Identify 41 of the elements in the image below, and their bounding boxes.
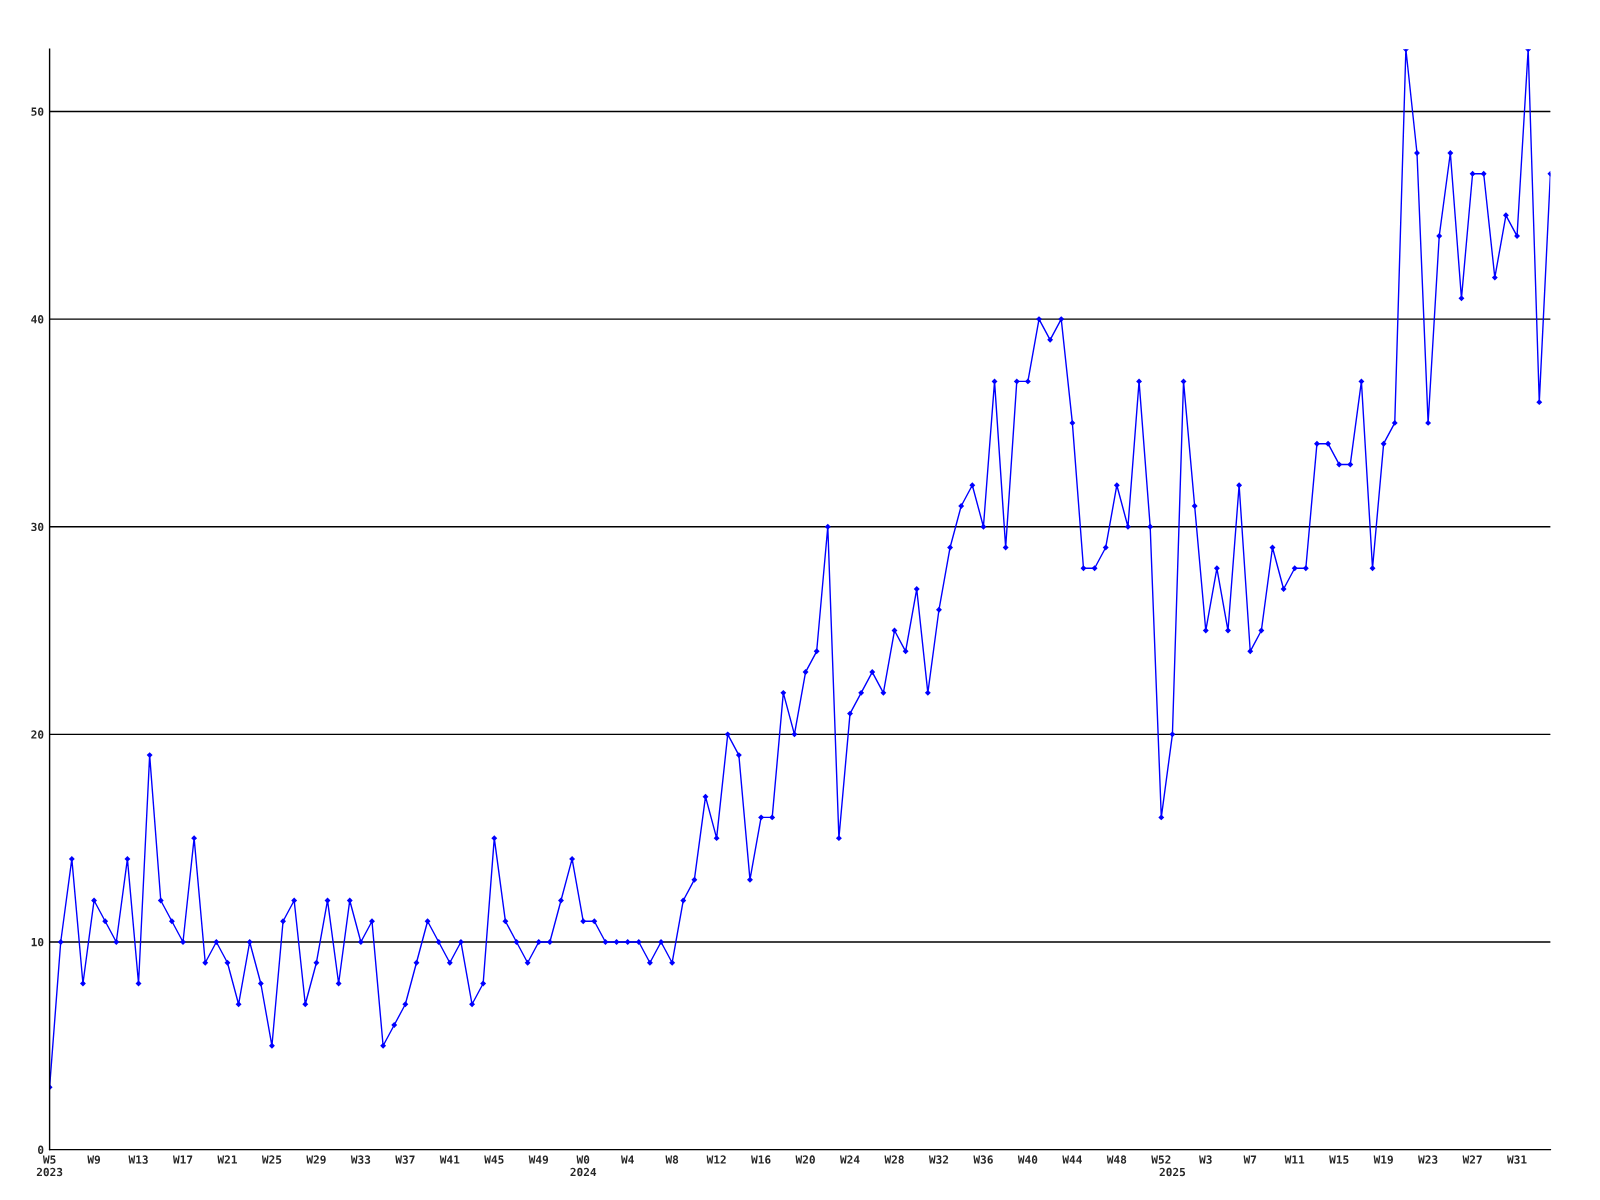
y-tick-label: 10 <box>31 937 44 947</box>
x-tick-label: W17 <box>172 1155 193 1164</box>
x-tick-label: W21 <box>217 1155 237 1164</box>
x-tick-label: W15 <box>1329 1155 1349 1164</box>
x-tick-label: W12 <box>706 1155 726 1164</box>
y-tick-label: 20 <box>31 730 44 739</box>
x-tick-label: W45 <box>484 1155 504 1164</box>
x-tick-label: W37 <box>395 1155 415 1164</box>
x-tick-label: W8 <box>665 1155 679 1164</box>
y-tick-label: 0 <box>38 1145 44 1154</box>
x-tick-label: W24 <box>839 1155 860 1164</box>
x-tick-label: W0 2024 <box>570 1155 597 1177</box>
x-tick-label: W16 <box>751 1155 771 1164</box>
x-tick-label: W4 <box>621 1155 634 1164</box>
y-tick-label: 50 <box>31 107 44 116</box>
x-tick-label: W23 <box>1418 1155 1438 1164</box>
x-tick-label: W32 <box>928 1155 949 1164</box>
x-tick-label: W7 <box>1243 1155 1257 1164</box>
x-tick-label: W13 <box>128 1155 148 1164</box>
x-tick-label: W9 <box>87 1155 101 1164</box>
x-tick-label: W52 <box>1151 1155 1171 1164</box>
x-tick-label: W29 <box>306 1155 326 1164</box>
x-tick-label: W48 <box>1106 1155 1127 1164</box>
y-tick-label: 30 <box>31 522 44 532</box>
y-tick-label: 40 <box>31 315 44 324</box>
x-tick-label: W40 <box>1017 1155 1038 1164</box>
x-tick-label: W44 <box>1062 1155 1082 1164</box>
x-tick-label: W25 <box>261 1155 282 1164</box>
x-tick-label: W3 <box>1199 1155 1212 1164</box>
x-tick-label: W36 <box>973 1155 993 1164</box>
x-tick-label: W11 <box>1284 1155 1305 1164</box>
x-tick-label: W49 <box>528 1155 549 1164</box>
x-tick-label: W5 2023 <box>36 1155 63 1177</box>
x-tick-label: W27 <box>1462 1155 1482 1164</box>
x-tick-label: 2025 <box>1159 1167 1186 1177</box>
x-tick-label: W33 <box>350 1155 371 1164</box>
x-tick-label: W28 <box>884 1155 904 1164</box>
x-tick-label: W31 <box>1507 1155 1527 1164</box>
x-tick-label: W20 <box>795 1155 815 1164</box>
x-tick-label: W19 <box>1373 1155 1393 1164</box>
x-tick-label: W41 <box>439 1155 460 1164</box>
